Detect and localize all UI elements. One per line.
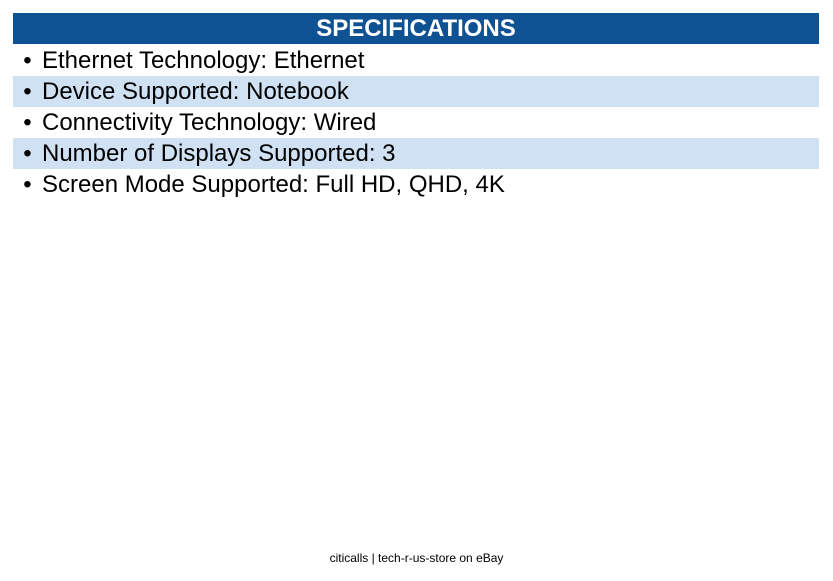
spec-row: • Number of Displays Supported: 3 xyxy=(13,138,819,169)
title: SPECIFICATIONS xyxy=(13,13,819,44)
spec-row: • Screen Mode Supported: Full HD, QHD, 4K xyxy=(13,169,819,200)
bullet: • xyxy=(23,47,32,74)
spec-row: • Ethernet Technology: Ethernet xyxy=(13,45,819,76)
footer: citicalls | tech-r-us-store on eBay xyxy=(329,551,504,565)
spec-row: • Device Supported: Notebook xyxy=(13,76,819,107)
spec-list: • Ethernet Technology: Ethernet • Device Su… xyxy=(13,45,819,200)
spec-row: • Connectivity Technology: Wired xyxy=(13,107,819,138)
bullet: • xyxy=(23,171,32,198)
bullet: • xyxy=(23,140,32,167)
spec-text: Connectivity Technology: Wired xyxy=(42,109,377,136)
bullet: • xyxy=(23,78,32,105)
spec-text: Device Supported: Notebook xyxy=(42,78,349,105)
spec-text: Number of Displays Supported: 3 xyxy=(42,140,396,167)
spec-text: Screen Mode Supported: Full HD, QHD, 4K xyxy=(42,171,505,198)
bullet: • xyxy=(23,109,32,136)
spec-text: Ethernet Technology: Ethernet xyxy=(42,47,365,74)
